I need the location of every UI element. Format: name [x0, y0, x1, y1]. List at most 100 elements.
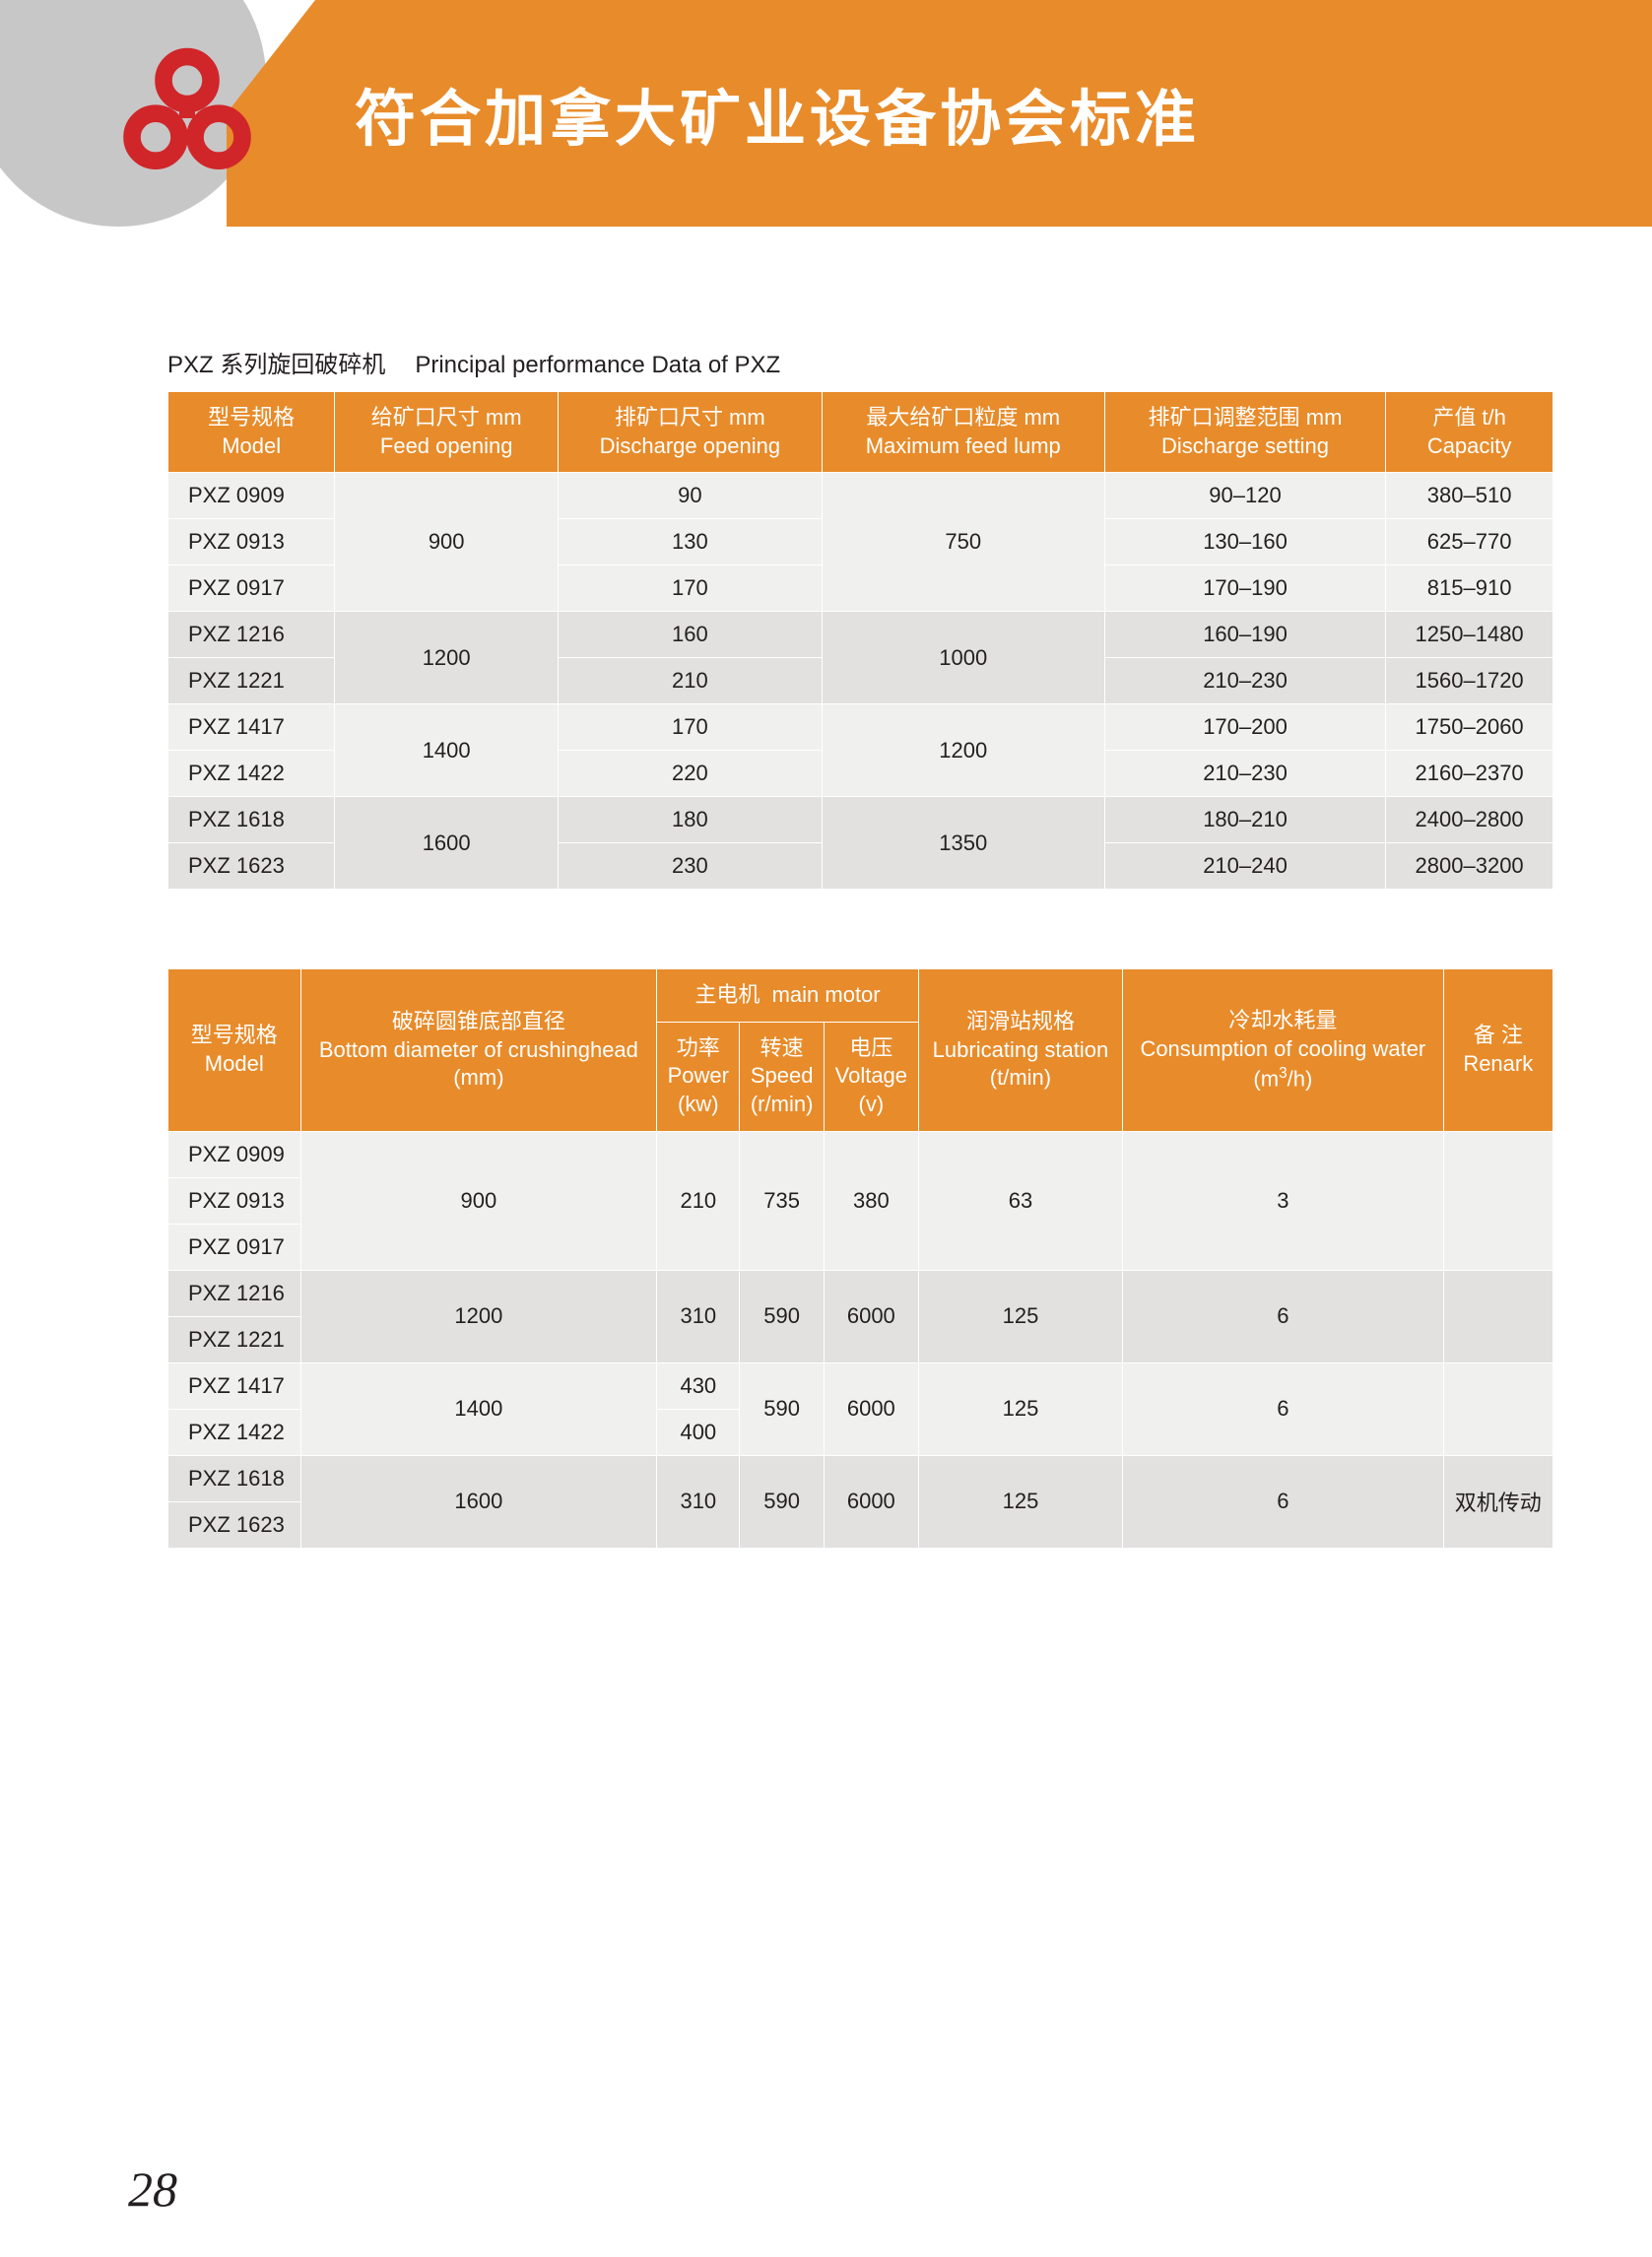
model-cell: PXZ 1417 [168, 704, 335, 751]
model-cell: PXZ 0913 [168, 519, 335, 565]
table2-cell [1443, 1362, 1553, 1455]
model-cell: PXZ 1221 [168, 1316, 301, 1362]
table1: 型号规格Model给矿口尺寸 mmFeed opening排矿口尺寸 mmDis… [167, 391, 1553, 890]
table2-header-cell: 备 注Renark [1443, 969, 1553, 1131]
table2-cell: 6 [1123, 1455, 1443, 1548]
lump-cell: 750 [822, 473, 1104, 612]
table1-header-cell: 最大给矿口粒度 mmMaximum feed lump [822, 392, 1104, 473]
table2-cell: 6000 [824, 1455, 918, 1548]
table2-cell: 125 [918, 1270, 1122, 1362]
table2: 型号规格Model破碎圆锥底部直径Bottom diameter of crus… [167, 968, 1553, 1548]
feed-cell: 1600 [335, 797, 559, 890]
capacity-cell: 1560–1720 [1386, 658, 1553, 704]
feed-cell: 1400 [335, 704, 559, 797]
table1-header-cell: 排矿口调整范围 mmDischarge setting [1104, 392, 1385, 473]
table2-cell: 900 [300, 1131, 657, 1270]
capacity-cell: 815–910 [1386, 565, 1553, 612]
table2-cell: 63 [918, 1131, 1122, 1270]
discharge-cell: 180 [559, 797, 823, 843]
page-number: 28 [128, 2160, 177, 2218]
table2-cell: 6 [1123, 1362, 1443, 1455]
table2-cell [1443, 1270, 1553, 1362]
model-cell: PXZ 1422 [168, 751, 335, 797]
table2-cell: 735 [740, 1131, 825, 1270]
model-cell: PXZ 1221 [168, 658, 335, 704]
table2-header-cell: 冷却水耗量Consumption of cooling water(m3/h) [1123, 969, 1443, 1131]
capacity-cell: 2800–3200 [1386, 843, 1553, 890]
capacity-cell: 2160–2370 [1386, 751, 1553, 797]
table2-cell [1443, 1131, 1553, 1270]
discharge-cell: 170 [559, 704, 823, 751]
feed-cell: 1200 [335, 612, 559, 704]
setting-cell: 210–230 [1104, 751, 1385, 797]
table2-cell: 1200 [300, 1270, 657, 1362]
capacity-cell: 1250–1480 [1386, 612, 1553, 658]
model-cell: PXZ 0909 [168, 473, 335, 519]
table2-cell: 6 [1123, 1270, 1443, 1362]
table2-cell: 380 [824, 1131, 918, 1270]
table2-header-cell: 型号规格Model [168, 969, 301, 1131]
model-cell: PXZ 1623 [168, 843, 335, 890]
capacity-cell: 625–770 [1386, 519, 1553, 565]
model-cell: PXZ 1623 [168, 1501, 301, 1548]
model-cell: PXZ 0913 [168, 1177, 301, 1224]
setting-cell: 180–210 [1104, 797, 1385, 843]
capacity-cell: 1750–2060 [1386, 704, 1553, 751]
model-cell: PXZ 1422 [168, 1409, 301, 1455]
model-cell: PXZ 0917 [168, 565, 335, 612]
table2-cell: 6000 [824, 1362, 918, 1455]
table2-header-cell: 润滑站规格Lubricating station(t/min) [918, 969, 1122, 1131]
table2-cell: 3 [1123, 1131, 1443, 1270]
model-cell: PXZ 1216 [168, 1270, 301, 1316]
feed-cell: 900 [335, 473, 559, 612]
table2-cell: 1600 [300, 1455, 657, 1548]
discharge-cell: 90 [559, 473, 823, 519]
table2-cell: 310 [657, 1270, 740, 1362]
discharge-cell: 130 [559, 519, 823, 565]
logo-icon [108, 39, 266, 197]
model-cell: PXZ 1216 [168, 612, 335, 658]
table2-cell: 400 [657, 1409, 740, 1455]
content-area: PXZ 系列旋回破碎机 Principal performance Data of… [0, 227, 1652, 1549]
setting-cell: 170–190 [1104, 565, 1385, 612]
table2-header-cell: 破碎圆锥底部直径Bottom diameter of crushinghead(… [300, 969, 657, 1131]
capacity-cell: 380–510 [1386, 473, 1553, 519]
model-cell: PXZ 0909 [168, 1131, 301, 1177]
table1-header-cell: 给矿口尺寸 mmFeed opening [335, 392, 559, 473]
table2-cell: 双机传动 [1443, 1455, 1553, 1548]
table2-cell: 590 [740, 1362, 825, 1455]
table2-cell: 125 [918, 1362, 1122, 1455]
table2-header-cell: 电压Voltage(v) [824, 1022, 918, 1131]
table2-header-cell: 转速Speed(r/min) [740, 1022, 825, 1131]
title-banner: 符合加拿大矿业设备协会标准 [227, 0, 1652, 227]
table1-header-cell: 产值 t/hCapacity [1386, 392, 1553, 473]
table1-caption-cn: PXZ 系列旋回破碎机 [167, 352, 385, 378]
setting-cell: 160–190 [1104, 612, 1385, 658]
discharge-cell: 230 [559, 843, 823, 890]
table2-cell: 210 [657, 1131, 740, 1270]
table2-cell: 310 [657, 1455, 740, 1548]
table1-header-cell: 型号规格Model [168, 392, 335, 473]
model-cell: PXZ 1417 [168, 1362, 301, 1409]
discharge-cell: 210 [559, 658, 823, 704]
model-cell: PXZ 0917 [168, 1224, 301, 1270]
lump-cell: 1000 [822, 612, 1104, 704]
page-title: 符合加拿大矿业设备协会标准 [355, 69, 1200, 158]
discharge-cell: 220 [559, 751, 823, 797]
table1-caption: PXZ 系列旋回破碎机 Principal performance Data of… [167, 345, 1553, 379]
table2-cell: 590 [740, 1270, 825, 1362]
setting-cell: 170–200 [1104, 704, 1385, 751]
table1-caption-en: Principal performance Data of PXZ [415, 352, 780, 378]
lump-cell: 1200 [822, 704, 1104, 797]
setting-cell: 210–240 [1104, 843, 1385, 890]
model-cell: PXZ 1618 [168, 1455, 301, 1501]
table2-header-cell: 主电机 main motor [657, 969, 919, 1023]
table2-cell: 1400 [300, 1362, 657, 1455]
lump-cell: 1350 [822, 797, 1104, 890]
setting-cell: 210–230 [1104, 658, 1385, 704]
model-cell: PXZ 1618 [168, 797, 335, 843]
setting-cell: 90–120 [1104, 473, 1385, 519]
capacity-cell: 2400–2800 [1386, 797, 1553, 843]
table1-header-cell: 排矿口尺寸 mmDischarge opening [559, 392, 823, 473]
table2-cell: 590 [740, 1455, 825, 1548]
